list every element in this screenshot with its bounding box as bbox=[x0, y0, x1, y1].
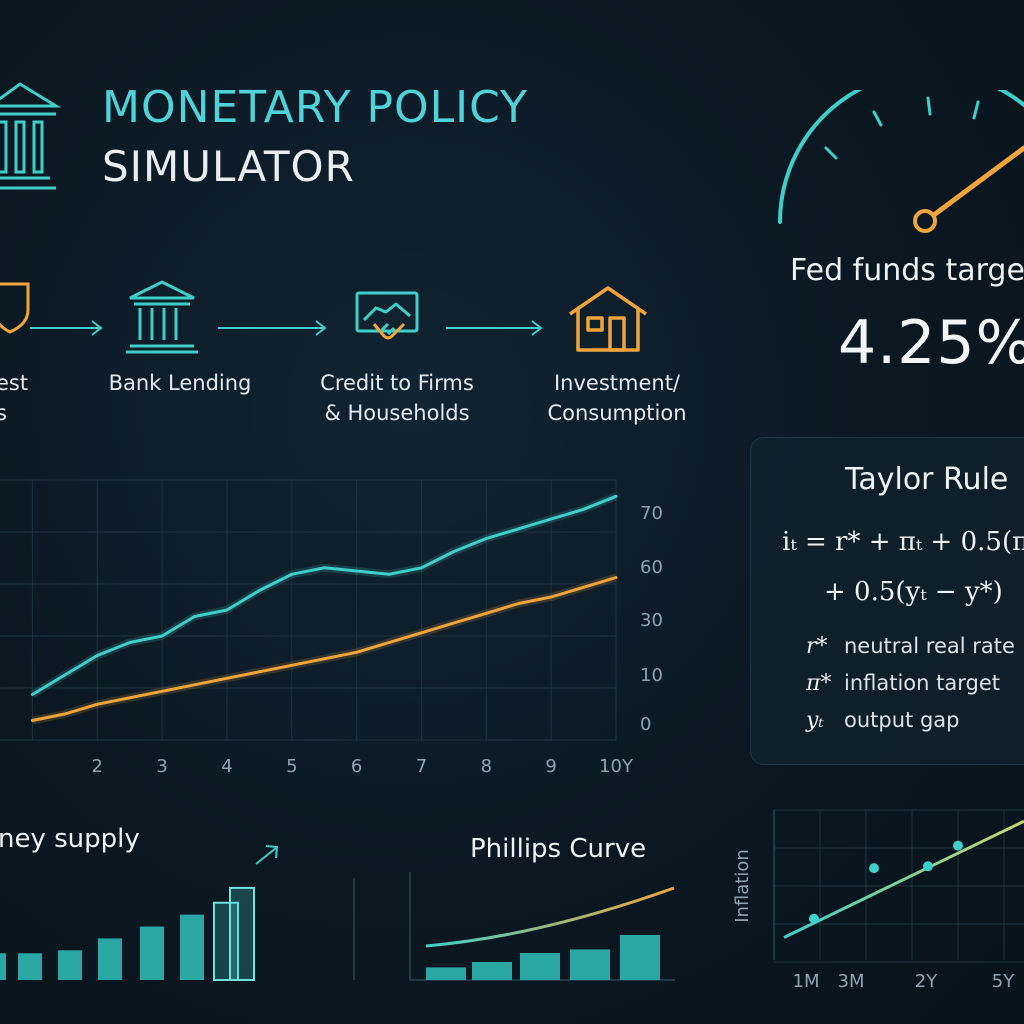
inflation-scatter-chart: Inflation 1M 3M 2Y 5Y bbox=[732, 809, 1024, 992]
y-tick-label: 0 bbox=[640, 714, 651, 735]
y-tick-label: 60 bbox=[640, 557, 663, 578]
gauge-tick bbox=[972, 100, 980, 120]
taylor-rule-card bbox=[750, 437, 1024, 765]
legend-text-y: output gap bbox=[844, 708, 960, 732]
legend-symbol-pi: π* bbox=[806, 671, 832, 696]
flow-step-4-line1: Investment/ bbox=[553, 371, 681, 395]
bar bbox=[213, 901, 239, 981]
scatter-point bbox=[809, 913, 819, 924]
bar bbox=[180, 914, 204, 980]
rate-gauge bbox=[777, 90, 1024, 233]
x-tick-label: 10Y bbox=[599, 756, 634, 777]
bar bbox=[58, 950, 82, 980]
x-tick-label: 3 bbox=[156, 756, 167, 777]
x-tick-label: 7 bbox=[416, 756, 427, 777]
taylor-formula-line1: iₜ = r* + πₜ + 0.5(πₜ bbox=[782, 527, 1024, 557]
page-title: MONETARY POLICY bbox=[102, 82, 528, 133]
phillips-curve-chart bbox=[353, 872, 675, 981]
gauge-tick bbox=[926, 96, 932, 116]
trend-line bbox=[783, 819, 1024, 939]
scatter-point bbox=[923, 861, 933, 872]
y-tick-label: 10 bbox=[640, 665, 663, 686]
flow-step-2-line1: Bank Lending bbox=[108, 371, 252, 395]
legend-symbol-y: yₜ bbox=[806, 708, 824, 733]
bank-icon bbox=[124, 278, 200, 358]
x-tick-label: 6 bbox=[351, 756, 362, 777]
bar bbox=[98, 938, 122, 980]
bar bbox=[426, 967, 466, 980]
y-tick-label: 30 bbox=[640, 610, 663, 631]
taylor-formula-line2: + 0.5(yₜ − y*) bbox=[824, 577, 1003, 607]
gauge-label: Fed funds targe bbox=[790, 253, 1024, 288]
money-supply-title: ney supply bbox=[0, 824, 140, 854]
x-tick-label: 5 bbox=[286, 756, 297, 777]
bar bbox=[0, 953, 6, 980]
bar bbox=[620, 935, 660, 980]
series-line-1 bbox=[30, 576, 618, 722]
flow-step-3: Credit to Firms & Households bbox=[306, 368, 488, 428]
scatter-point bbox=[869, 863, 879, 874]
arrow-up-icon-head bbox=[265, 845, 279, 859]
phillips-curve-title: Phillips Curve bbox=[470, 834, 647, 864]
money-supply-bar-chart bbox=[0, 845, 279, 982]
flow-step-3-line2: & Households bbox=[324, 401, 470, 425]
x-tick-label: 2Y bbox=[915, 971, 938, 992]
flow-step-1-line2: s bbox=[0, 401, 7, 425]
bar bbox=[140, 926, 164, 980]
flow-arrow-2 bbox=[216, 318, 332, 342]
x-tick-label: 9 bbox=[545, 756, 556, 777]
rate-path-line-chart: 2 3 4 5 6 7 8 9 10Y 0 10 30 60 70 bbox=[0, 479, 663, 777]
flow-step-1-line1: est bbox=[0, 371, 29, 395]
series-line-0 bbox=[30, 494, 618, 696]
flow-step-4-line2: Consumption bbox=[547, 401, 687, 425]
page-subtitle: SIMULATOR bbox=[102, 142, 355, 191]
bar bbox=[570, 949, 610, 980]
x-tick-label: 5Y bbox=[992, 971, 1015, 992]
gauge-pivot bbox=[913, 209, 937, 233]
arrow-up-icon bbox=[255, 847, 277, 865]
shield-icon bbox=[0, 280, 40, 340]
x-tick-label: 2 bbox=[92, 756, 103, 777]
taylor-rule-title: Taylor Rule bbox=[845, 462, 1009, 497]
x-tick-label: 8 bbox=[481, 756, 492, 777]
legend-symbol-r: r* bbox=[806, 634, 828, 659]
flow-arrow-3 bbox=[444, 318, 548, 342]
bar bbox=[18, 953, 42, 980]
phillips-curve-line bbox=[425, 886, 675, 948]
y-axis-label: Inflation bbox=[732, 849, 753, 923]
bar bbox=[229, 886, 255, 982]
x-tick-label: 1M bbox=[793, 971, 820, 992]
y-tick-label: 70 bbox=[640, 503, 663, 524]
legend-text-r: neutral real rate bbox=[844, 634, 1015, 658]
gauge-value: 4.25% bbox=[838, 308, 1024, 378]
flow-step-4: Investment/ Consumption bbox=[532, 368, 702, 428]
flow-step-3-line1: Credit to Firms bbox=[320, 371, 474, 395]
handshake-icon bbox=[354, 290, 422, 358]
bar bbox=[520, 953, 560, 980]
flow-step-2: Bank Lending bbox=[100, 368, 260, 398]
gauge-needle bbox=[924, 145, 1024, 223]
legend-text-pi: inflation target bbox=[844, 671, 1000, 695]
bank-logo-icon bbox=[0, 78, 70, 198]
gauge-tick bbox=[872, 110, 883, 127]
scatter-point bbox=[953, 840, 963, 851]
house-icon bbox=[566, 284, 650, 358]
flow-arrow-1 bbox=[28, 318, 108, 342]
flow-step-1: est s bbox=[0, 368, 28, 428]
gauge-tick bbox=[824, 146, 838, 160]
bar bbox=[472, 962, 512, 980]
x-tick-label: 3M bbox=[838, 971, 865, 992]
x-tick-label: 4 bbox=[221, 756, 232, 777]
